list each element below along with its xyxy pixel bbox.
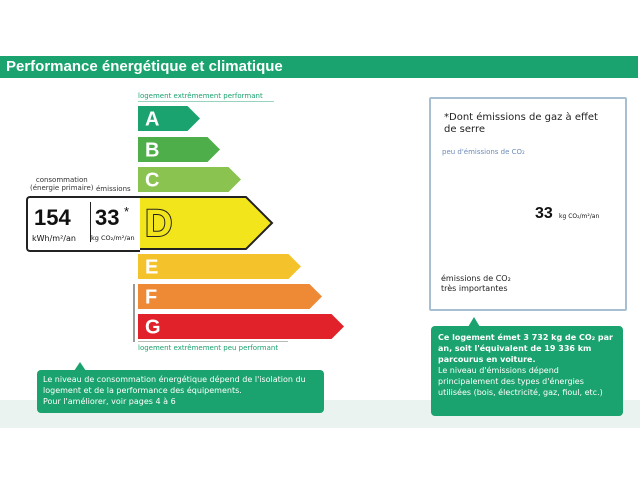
- ges-label-top: peu d'émissions de CO₂: [442, 148, 525, 156]
- ges-label-bottom-line1: émissions de CO₂: [441, 274, 511, 283]
- energy-class-e-letter: E: [145, 257, 158, 279]
- ges-panel: [429, 97, 627, 311]
- emissions-asterisk: *: [124, 204, 130, 219]
- consumption-caption-line1: consommation: [35, 176, 88, 184]
- callout-ges-info: Ce logement émet 3 732 kg de CO₂ par an,…: [431, 326, 623, 416]
- energy-label-top: logement extrêmement performant: [138, 92, 263, 100]
- energy-class-g-bar: [138, 314, 344, 339]
- callout-energy-info: Le niveau de consommation énergétique dé…: [37, 370, 324, 413]
- energy-label-bottom: logement extrêmement peu performant: [138, 344, 279, 352]
- consumption-caption: consommation (énergie primaire): [30, 176, 94, 192]
- callout-energy-line2: logement et de la performance des équipe…: [43, 386, 242, 395]
- energy-class-g-letter: G: [145, 317, 161, 339]
- energy-class-b-letter: B: [145, 140, 159, 162]
- current-value-box: [26, 196, 140, 252]
- emissions-unit: kg CO₂/m²/an: [91, 234, 135, 242]
- energy-class-b-bar: [138, 137, 220, 162]
- callout-right-pointer: [468, 317, 480, 327]
- callout-ges-line3: utilisées (bois, électricité, gaz, fioul…: [438, 388, 603, 397]
- energy-class-f-letter: F: [145, 287, 157, 309]
- callout-ges-bold1: Ce logement émet 3 732 kg de CO₂ par: [438, 333, 613, 342]
- energy-class-a-bar: [138, 106, 200, 131]
- section-title: Performance énergétique et climatique: [6, 58, 283, 75]
- callout-ges-line1: Le niveau d'émissions dépend: [438, 366, 559, 375]
- callout-ges-line2: principalement des types d'énergies: [438, 377, 584, 386]
- callout-ges-bold3: parcourus en voiture.: [438, 355, 536, 364]
- ges-value: 33: [535, 205, 553, 222]
- energy-divider-top: [138, 101, 274, 102]
- energy-divider-bottom: [138, 341, 288, 342]
- ges-value-unit: kg CO₂/m²/an: [559, 213, 600, 220]
- ges-label-bottom-line2: très importantes: [441, 284, 508, 293]
- callout-energy-line3: Pour l'améliorer, voir pages 4 à 6: [43, 397, 176, 406]
- energy-class-e-bar: [138, 254, 301, 279]
- energy-class-c-letter: C: [145, 170, 159, 192]
- ges-title: *Dont émissions de gaz à effet de serre: [444, 112, 598, 135]
- emissions-caption: émissions: [96, 185, 131, 193]
- callout-ges-bold2: an, soit l'équivalent de 19 336 km: [438, 344, 592, 353]
- energy-class-a-letter: A: [145, 109, 159, 131]
- energy-side-marker: [133, 284, 135, 342]
- energy-class-d-letter: D: [145, 203, 172, 245]
- callout-left-pointer: [74, 362, 86, 371]
- energy-class-c-bar: [138, 167, 241, 192]
- energy-class-f-bar: [138, 284, 322, 309]
- emissions-value: 33: [95, 205, 120, 230]
- callout-energy-line1: Le niveau de consommation énergétique dé…: [43, 375, 306, 384]
- consumption-unit: kWh/m²/an: [32, 234, 76, 243]
- consumption-value: 154: [34, 205, 71, 230]
- section-header: Performance énergétique et climatique: [0, 56, 638, 78]
- consumption-caption-line2: (énergie primaire): [30, 184, 94, 192]
- value-separator: [90, 202, 91, 242]
- ges-label-bottom: émissions de CO₂ très importantes: [441, 274, 511, 294]
